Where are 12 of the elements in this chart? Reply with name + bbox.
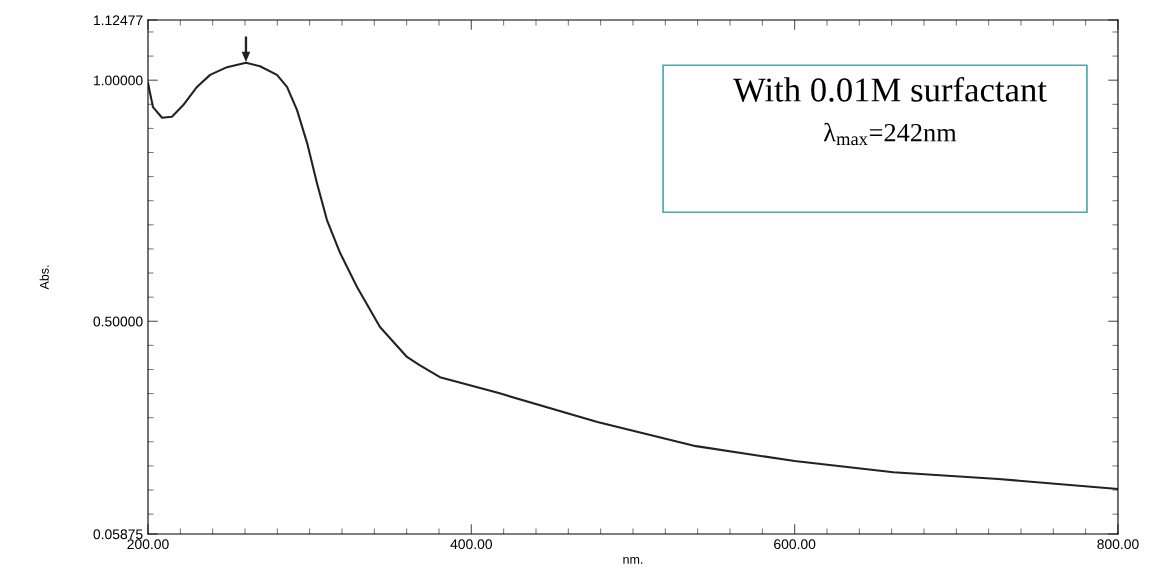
x-axis-title: nm. xyxy=(623,556,643,564)
x-tick-label: 400.00 xyxy=(450,539,493,550)
y-tick-label: 0.05875 xyxy=(93,529,143,540)
annotation: With 0.01M surfactant xyxy=(733,76,1047,102)
y-tick-label: 0.50000 xyxy=(93,316,143,327)
x-tick-label: 800.00 xyxy=(1097,539,1139,550)
annotation: λ$_{max}$=242nm xyxy=(823,122,957,146)
y-tick-label: 1.00000 xyxy=(93,75,143,86)
x-tick-label: 600.00 xyxy=(774,539,816,550)
x-tick-label: 200.00 xyxy=(127,539,169,550)
y-tick-label: 1.12477 xyxy=(93,15,143,26)
y-axis-title: Abs. xyxy=(39,265,49,290)
